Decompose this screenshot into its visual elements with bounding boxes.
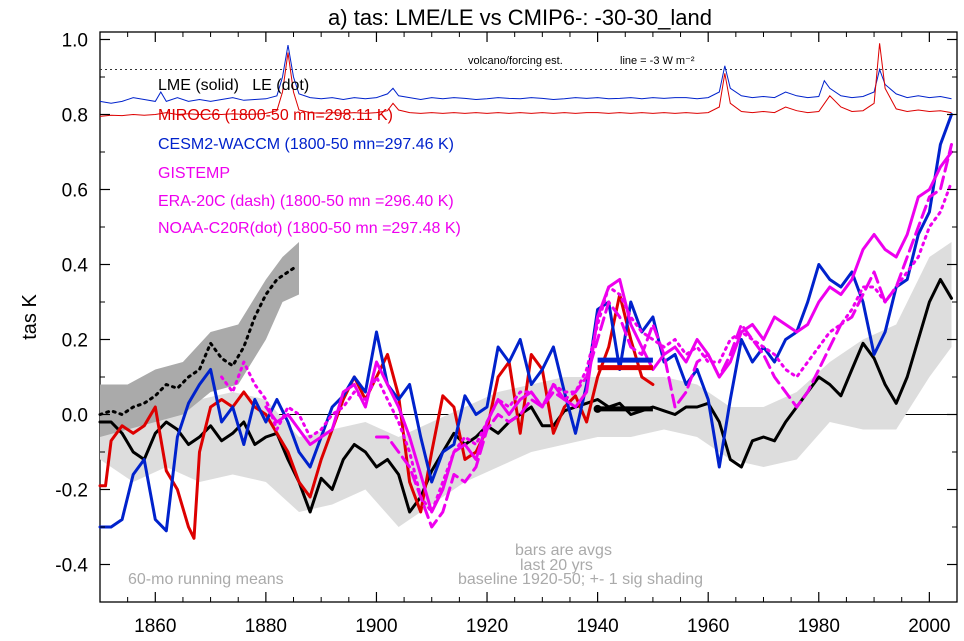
y-tick-label-1: -0.2 [55, 481, 88, 502]
y-tick-label-0: -0.4 [55, 556, 88, 577]
baseline-annotation: baseline 1920-50; +- 1 sig shading [458, 571, 703, 588]
bars-annotation: bars are avgs [515, 542, 612, 559]
avg-bar-lme-marker [593, 404, 602, 413]
y-tick-label-2: 0.0 [62, 406, 88, 427]
axes-ticks: 1860 1880 1900 1920 1940 1960 1980 2000 -0.4 -0.2… [55, 31, 958, 637]
legend: LME (solid) LE (dot) MIROC6 (1800-50 mn=… [158, 77, 461, 237]
legend-item-miroc6: MIROC6 (1800-50 mn=298.11 K) [158, 107, 393, 124]
shading-le-1-sig [100, 242, 299, 437]
plot-frame [99, 31, 958, 603]
legend-item-era-20c: ERA-20C (dash) (1800-50 mn =296.40 K) [158, 193, 454, 210]
legend-item-gistemp: GISTEMP [158, 165, 230, 182]
series-line-noaa-c20r-dot [220, 180, 953, 514]
series-line-era-20c-dash [375, 143, 953, 529]
bars-layer [593, 357, 653, 413]
x-tick-label-1960: 1960 [687, 616, 729, 637]
running-mean-annotation: 60-mo running means [128, 571, 284, 588]
series-line-le-dot [98, 266, 295, 416]
y-tick-label-6: 0.8 [62, 106, 88, 127]
y-tick-label-5: 0.6 [62, 181, 88, 202]
forcing-layer [99, 43, 952, 117]
x-tick-label-1940: 1940 [576, 616, 618, 637]
legend-item-cesm2-waccm: CESM2-WACCM (1800-50 mn=297.46 K) [158, 136, 454, 153]
forcing-line-miroc6-forcing [99, 43, 952, 117]
x-tick-label-1980: 1980 [798, 616, 840, 637]
x-tick-label-2000: 2000 [908, 616, 950, 637]
y-tick-label-4: 0.4 [62, 256, 89, 277]
x-tick-label-1900: 1900 [355, 616, 397, 637]
y-tick-label-3: 0.2 [62, 331, 88, 352]
chart-title: a) tas: LME/LE vs CMIP6-: -30-30_land [328, 5, 712, 30]
forcing-line-cesm2-waccm-forcing [99, 45, 952, 104]
legend-item-lme-le: LME (solid) LE (dot) [158, 77, 309, 94]
series-layer [98, 113, 953, 540]
x-tick-label-1860: 1860 [134, 616, 176, 637]
last-years-annotation: last 20 yrs [520, 557, 593, 574]
forcing-scale-annotation: line = -3 W m⁻² [620, 55, 695, 67]
x-tick-label-1880: 1880 [245, 616, 287, 637]
x-tick-label-1920: 1920 [466, 616, 508, 637]
y-axis-label: tas K [19, 294, 41, 340]
volcano-annotation: volcano/forcing est. [468, 55, 563, 67]
legend-item-noaa-c20r: NOAA-C20R(dot) (1800-50 mn =297.48 K) [158, 220, 461, 237]
series-line-cesm2-waccm-solid [98, 113, 953, 533]
y-tick-label-7: 1.0 [62, 31, 88, 52]
